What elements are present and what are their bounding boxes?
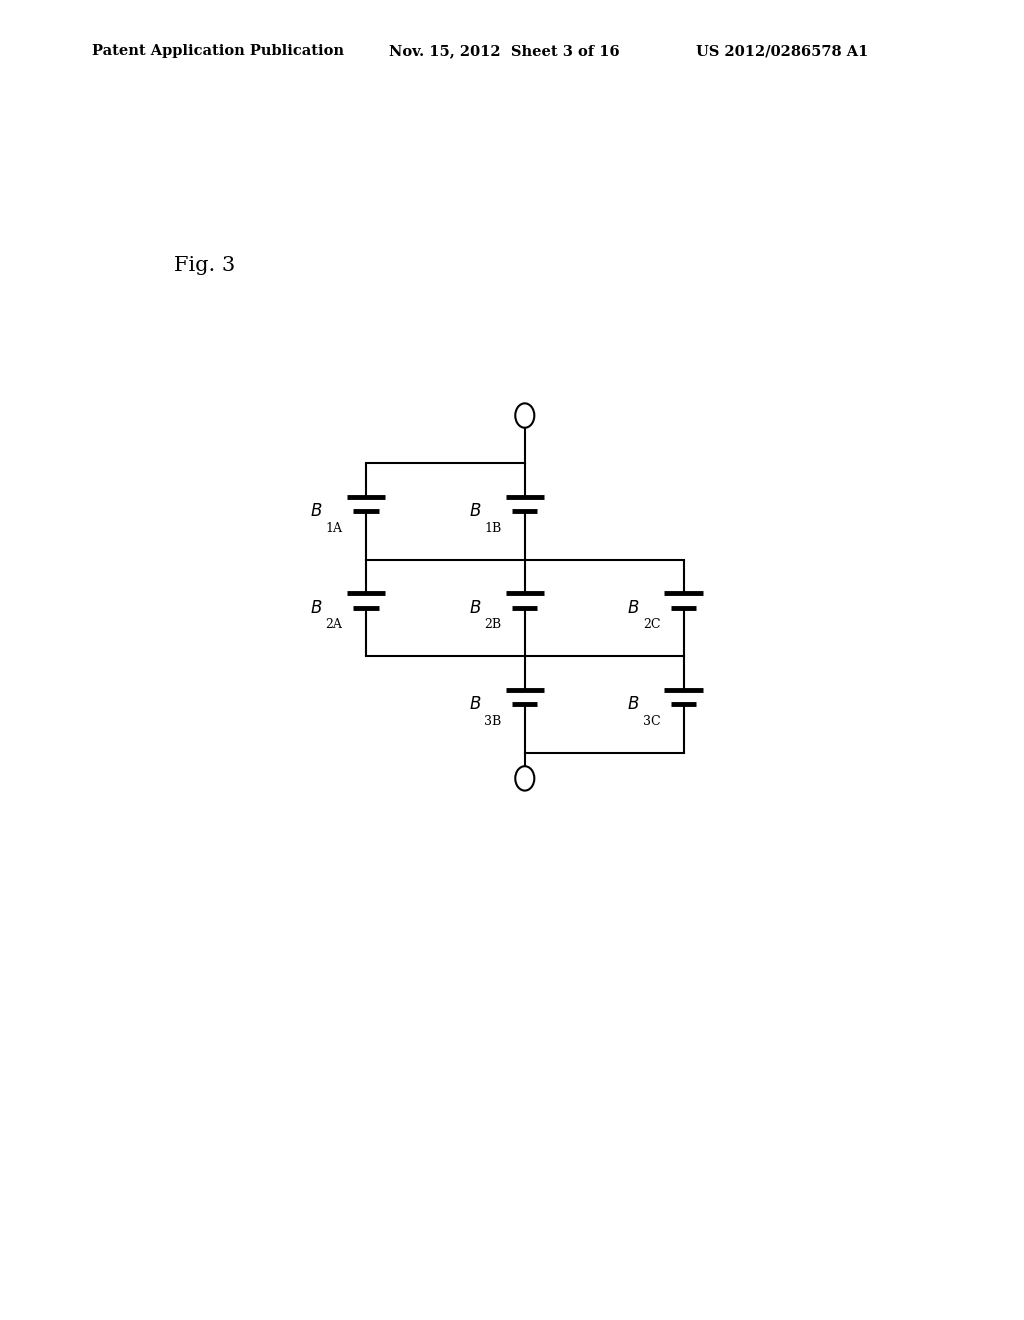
Text: Nov. 15, 2012  Sheet 3 of 16: Nov. 15, 2012 Sheet 3 of 16: [389, 45, 620, 58]
Text: Fig. 3: Fig. 3: [174, 256, 236, 275]
Text: 2C: 2C: [643, 618, 660, 631]
Text: $\it{B}$: $\it{B}$: [628, 696, 640, 713]
Text: 1A: 1A: [326, 521, 343, 535]
Text: US 2012/0286578 A1: US 2012/0286578 A1: [696, 45, 868, 58]
Text: $\it{B}$: $\it{B}$: [469, 503, 481, 520]
Text: $\it{B}$: $\it{B}$: [310, 599, 323, 616]
Text: $\it{B}$: $\it{B}$: [628, 599, 640, 616]
Text: Patent Application Publication: Patent Application Publication: [92, 45, 344, 58]
Text: 2B: 2B: [484, 618, 502, 631]
Text: $\it{B}$: $\it{B}$: [469, 696, 481, 713]
Text: 1B: 1B: [484, 521, 502, 535]
Text: 2A: 2A: [326, 618, 342, 631]
Text: 3B: 3B: [484, 715, 502, 727]
Text: $\it{B}$: $\it{B}$: [310, 503, 323, 520]
Text: $\it{B}$: $\it{B}$: [469, 599, 481, 616]
Text: 3C: 3C: [643, 715, 660, 727]
